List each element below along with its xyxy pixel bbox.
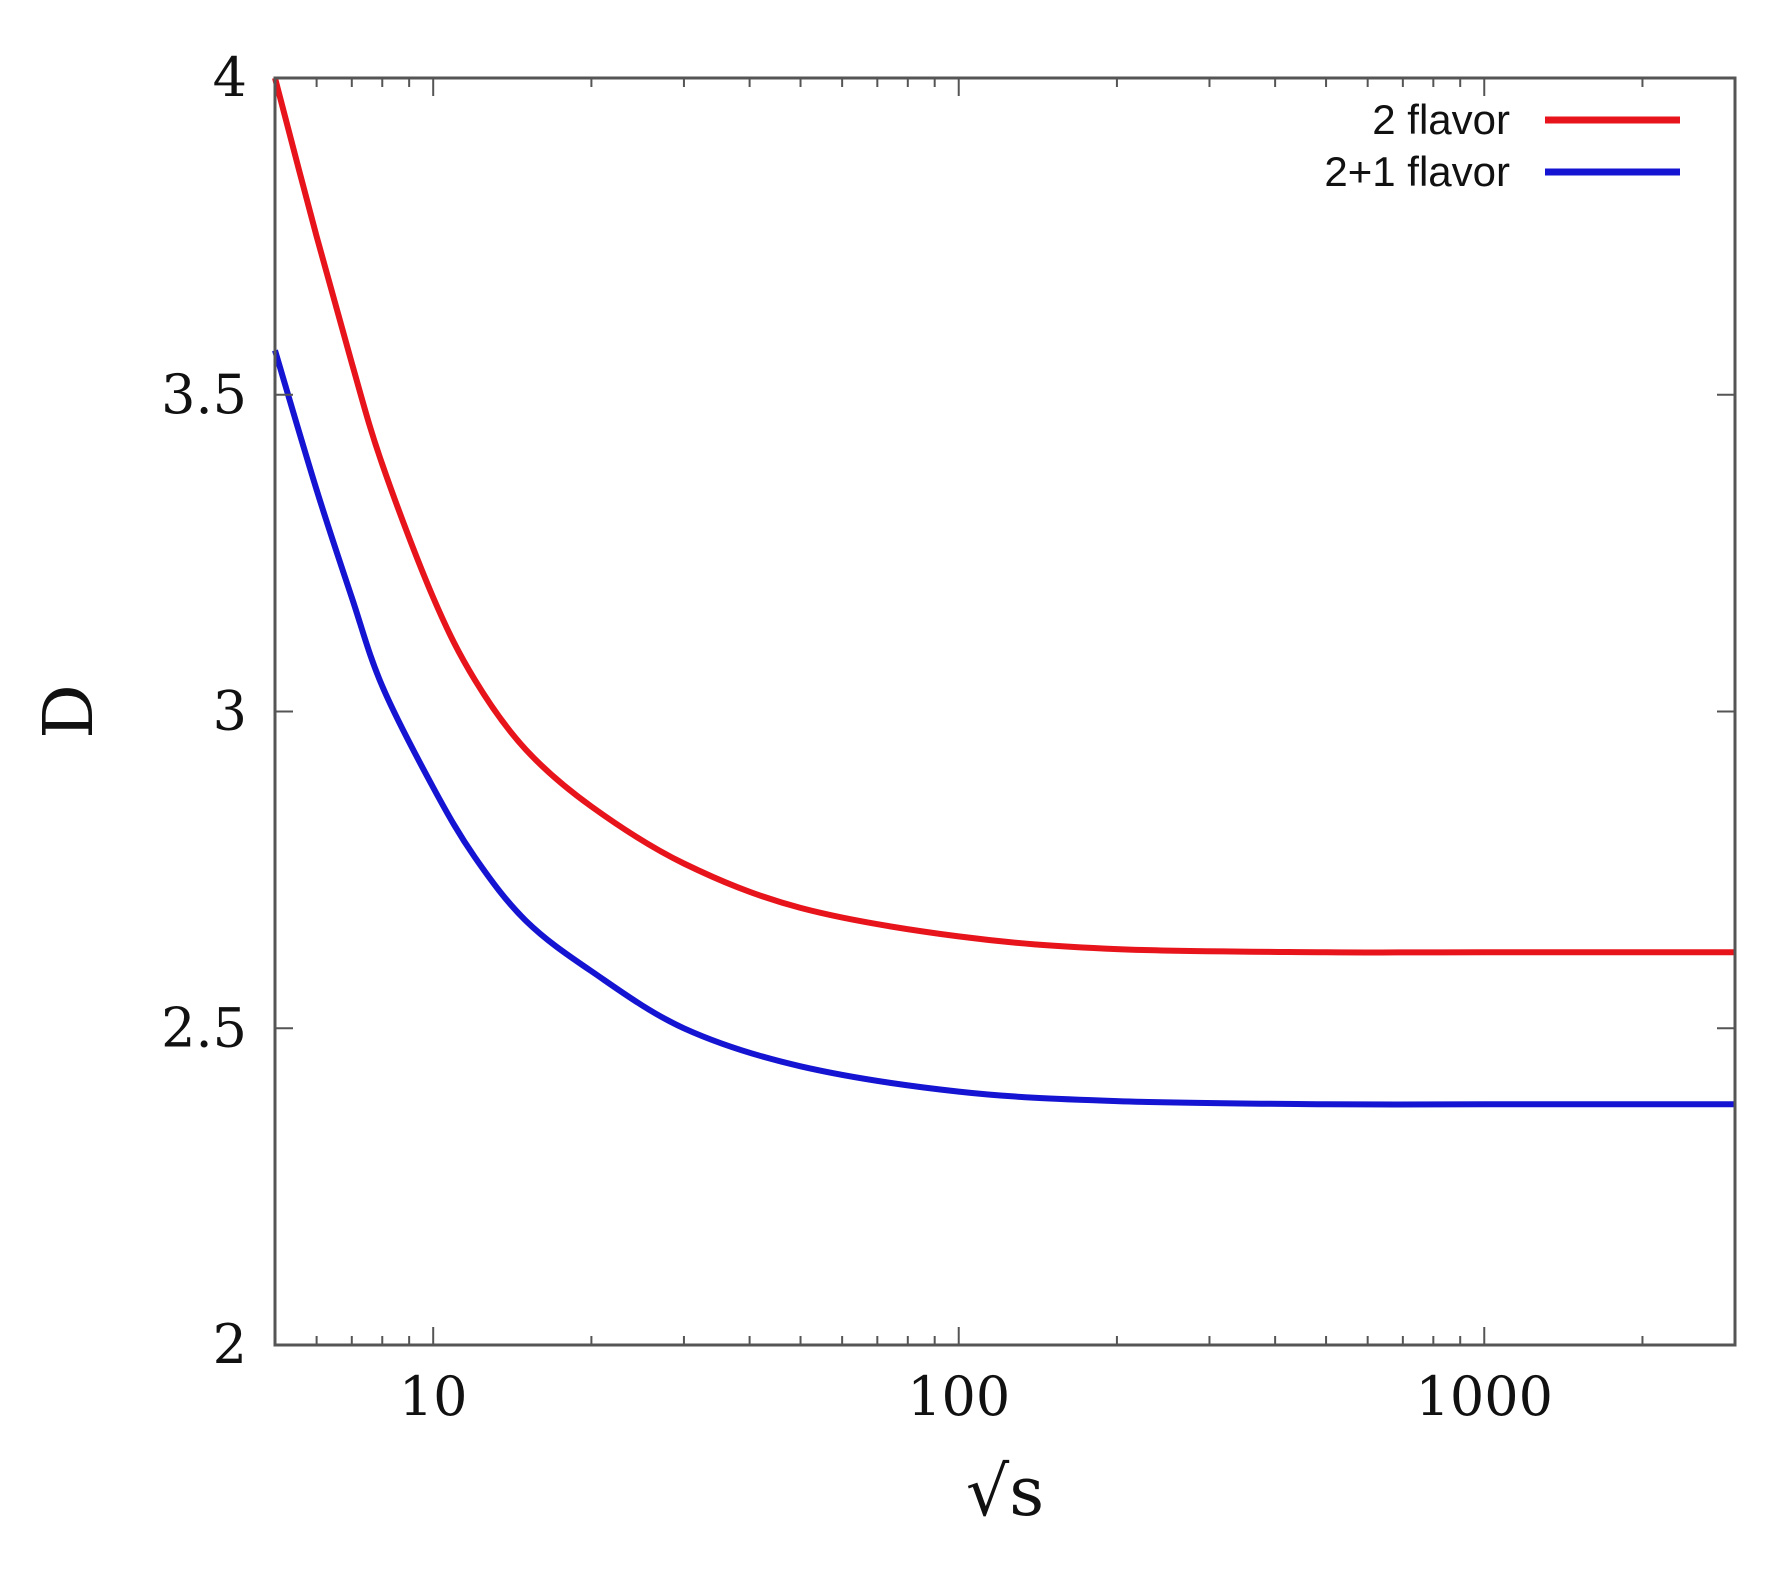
series-line-2 bbox=[272, 349, 1735, 1108]
tick-labels: 10 100 1000 2 2.5 3 3.5 4 bbox=[161, 46, 1553, 1428]
legend-label-2: 2+1 flavor bbox=[1324, 148, 1510, 195]
plot-lines bbox=[272, 77, 1735, 1108]
legend-label-1: 2 flavor bbox=[1372, 96, 1510, 143]
y-tick-label: 2.5 bbox=[161, 996, 247, 1059]
y-tick-label: 3.5 bbox=[161, 363, 247, 426]
y-axis-title: D bbox=[30, 684, 109, 739]
series-line-1 bbox=[272, 77, 1735, 956]
x-tick-label: 1000 bbox=[1416, 1365, 1553, 1428]
y-tick-label: 3 bbox=[213, 680, 247, 743]
x-tick-label: 10 bbox=[399, 1365, 468, 1428]
x-tick-label: 100 bbox=[907, 1365, 1010, 1428]
ticks bbox=[274, 77, 1736, 1346]
y-tick-label: 2 bbox=[213, 1313, 247, 1376]
x-axis-title: √s bbox=[966, 1453, 1044, 1532]
legend: 2 flavor 2+1 flavor bbox=[1324, 96, 1680, 195]
y-tick-label: 4 bbox=[213, 46, 247, 109]
